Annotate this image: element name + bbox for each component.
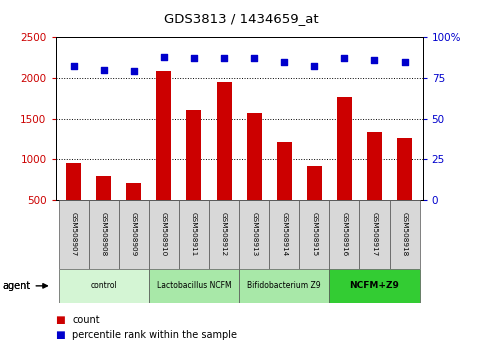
- Text: GSM508913: GSM508913: [251, 212, 257, 257]
- Point: [370, 57, 378, 63]
- Text: GSM508915: GSM508915: [312, 212, 317, 257]
- Bar: [119, 200, 149, 269]
- Bar: [209, 200, 239, 269]
- Text: agent: agent: [3, 281, 31, 291]
- Text: Lactobacillus NCFM: Lactobacillus NCFM: [156, 281, 231, 290]
- Text: NCFM+Z9: NCFM+Z9: [350, 281, 399, 290]
- Bar: [247, 113, 262, 241]
- Bar: [397, 138, 412, 241]
- Bar: [89, 200, 119, 269]
- Bar: [186, 110, 201, 241]
- Text: GSM508918: GSM508918: [401, 212, 408, 257]
- Point: [220, 56, 228, 61]
- Point: [70, 64, 77, 69]
- Text: GSM508914: GSM508914: [281, 212, 287, 257]
- Point: [401, 59, 409, 64]
- Text: agent: agent: [2, 281, 30, 291]
- Point: [160, 54, 168, 59]
- Text: GSM508907: GSM508907: [71, 212, 77, 257]
- Bar: [96, 176, 111, 241]
- Bar: [149, 269, 239, 303]
- Point: [250, 56, 258, 61]
- Bar: [239, 269, 329, 303]
- Text: ■: ■: [56, 315, 65, 325]
- Bar: [329, 200, 359, 269]
- Point: [100, 67, 108, 73]
- Text: Bifidobacterium Z9: Bifidobacterium Z9: [247, 281, 321, 290]
- Text: control: control: [90, 281, 117, 290]
- Bar: [126, 183, 142, 241]
- Point: [190, 56, 198, 61]
- Bar: [58, 269, 149, 303]
- Text: GSM508912: GSM508912: [221, 212, 227, 257]
- Text: GDS3813 / 1434659_at: GDS3813 / 1434659_at: [164, 12, 319, 25]
- Bar: [216, 82, 231, 241]
- Point: [311, 64, 318, 69]
- Text: percentile rank within the sample: percentile rank within the sample: [72, 330, 238, 339]
- Point: [280, 59, 288, 64]
- Text: GSM508911: GSM508911: [191, 212, 197, 257]
- Text: ■: ■: [56, 330, 65, 339]
- Bar: [277, 142, 292, 241]
- Text: GSM508916: GSM508916: [341, 212, 347, 257]
- Text: GSM508917: GSM508917: [371, 212, 378, 257]
- Text: GSM508908: GSM508908: [100, 212, 107, 257]
- Text: count: count: [72, 315, 100, 325]
- Bar: [389, 200, 420, 269]
- Point: [341, 56, 348, 61]
- Bar: [299, 200, 329, 269]
- Bar: [359, 200, 389, 269]
- Point: [130, 69, 138, 74]
- Bar: [329, 269, 420, 303]
- Bar: [149, 200, 179, 269]
- Bar: [367, 132, 382, 241]
- Bar: [58, 200, 89, 269]
- Text: GSM508910: GSM508910: [161, 212, 167, 257]
- Text: GSM508909: GSM508909: [131, 212, 137, 257]
- Bar: [156, 72, 171, 241]
- Bar: [307, 166, 322, 241]
- Bar: [269, 200, 299, 269]
- Bar: [66, 162, 81, 241]
- Bar: [179, 200, 209, 269]
- Bar: [239, 200, 269, 269]
- Bar: [337, 97, 352, 241]
